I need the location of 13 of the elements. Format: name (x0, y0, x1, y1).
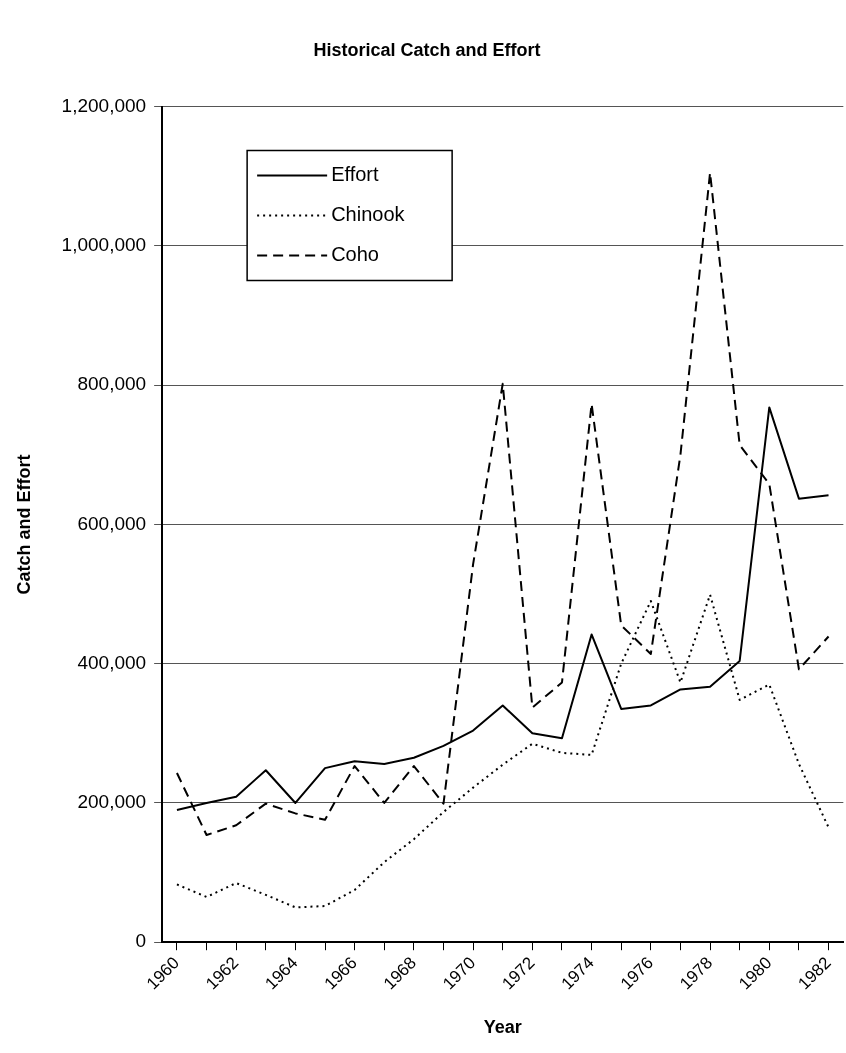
y-tick-label: 200,000 (77, 791, 147, 813)
legend-label: Coho (331, 243, 379, 266)
y-tick-label: 800,000 (77, 373, 147, 395)
y-tick-label: 0 (135, 930, 147, 952)
legend-label: Chinook (331, 203, 406, 226)
y-tick-label: 600,000 (77, 512, 147, 534)
y-tick-label: 400,000 (77, 651, 147, 673)
y-tick-label: 1,200,000 (61, 94, 147, 116)
y-axis-title: Catch and Effort (13, 454, 34, 595)
legend-label: Effort (331, 163, 379, 186)
x-axis-title: Year (483, 1017, 522, 1038)
chart-title: Historical Catch and Effort (313, 39, 541, 60)
y-tick-label: 1,000,000 (61, 234, 147, 256)
